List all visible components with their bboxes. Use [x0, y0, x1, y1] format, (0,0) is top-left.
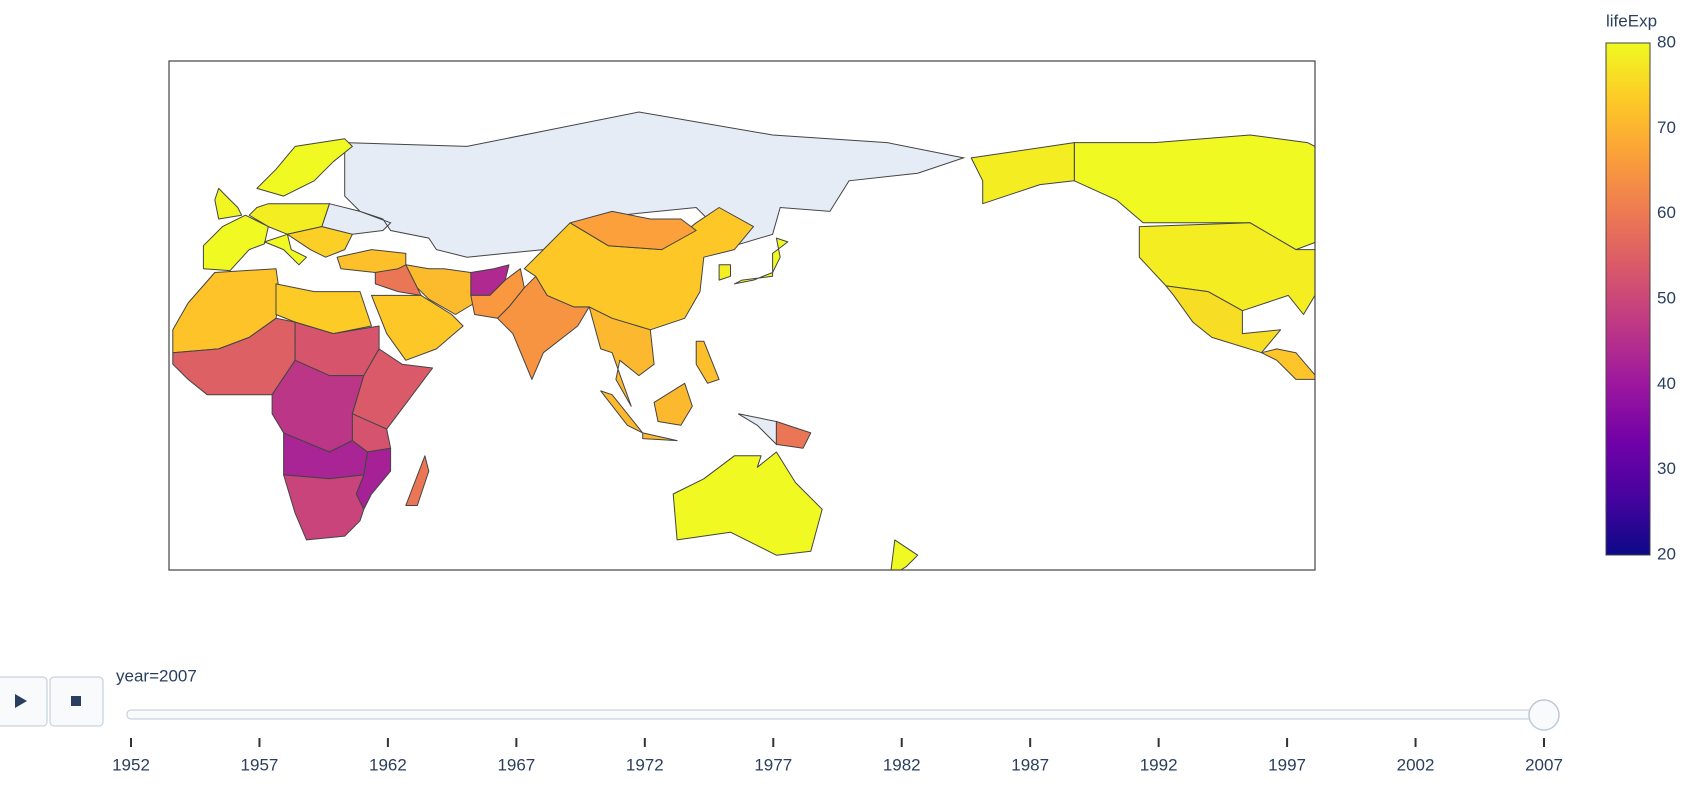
colorbar-tick-label: 80: [1657, 32, 1676, 51]
stop-button[interactable]: [49, 676, 104, 727]
play-icon: [15, 694, 27, 708]
country: [202, 214, 269, 272]
play-button[interactable]: [0, 676, 48, 727]
country: [588, 306, 655, 407]
country: [970, 142, 1315, 315]
country: [283, 474, 365, 541]
country: [718, 264, 731, 281]
colorbar-tick-label: 20: [1657, 544, 1676, 563]
colorbar-title: lifeExp: [1606, 11, 1657, 30]
country: [775, 421, 812, 449]
colorbar: [1605, 42, 1651, 556]
map: [172, 111, 1315, 570]
slider-tick-label: 2002: [1397, 755, 1435, 774]
country: [256, 138, 353, 197]
slider-current-value: year=2007: [116, 666, 197, 685]
country: [214, 187, 243, 220]
country: [890, 539, 919, 570]
slider-tick-label: 1982: [883, 755, 921, 774]
country: [286, 226, 353, 258]
country: [733, 237, 789, 285]
country: [1073, 134, 1315, 251]
country: [405, 455, 430, 506]
slider-handle[interactable]: [1528, 699, 1560, 731]
stop-icon: [71, 696, 81, 706]
colorbar-tick-label: 70: [1657, 118, 1676, 137]
country: [600, 382, 693, 442]
map-frame: [168, 60, 1316, 571]
slider-tick-label: 1992: [1140, 755, 1178, 774]
colorbar-tick-label: 60: [1657, 203, 1676, 222]
slider-tick-label: 1972: [626, 755, 664, 774]
slider-track[interactable]: [126, 709, 1560, 720]
slider-tick-label: 1957: [241, 755, 279, 774]
country: [672, 451, 823, 556]
country: [248, 203, 330, 235]
country: [695, 340, 720, 384]
slider-tick-label: 1967: [497, 755, 535, 774]
slider-tick-label: 1952: [112, 755, 150, 774]
country: [275, 283, 372, 335]
slider-tick-label: 1962: [369, 755, 407, 774]
slider-tick-label: 1977: [754, 755, 792, 774]
colorbar-tick-label: 40: [1657, 374, 1676, 393]
country: [374, 264, 422, 296]
country: [371, 294, 464, 361]
country: [1261, 348, 1315, 380]
slider-tick-label: 1997: [1268, 755, 1306, 774]
colorbar-tick-label: 50: [1657, 288, 1676, 307]
country: [569, 210, 697, 251]
colorbar-tick-label: 30: [1657, 459, 1676, 478]
slider-tick-label: 1987: [1011, 755, 1049, 774]
slider-tick-label: 2007: [1525, 755, 1563, 774]
country: [1165, 285, 1282, 354]
